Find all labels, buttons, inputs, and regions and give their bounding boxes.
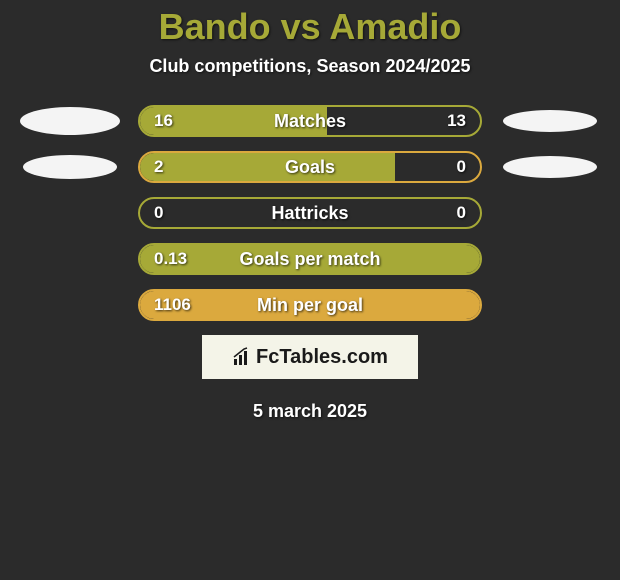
player-avatar-icon [503,110,597,132]
page-title: Bando vs Amadio [0,0,620,56]
left-avatar-slot [20,291,120,319]
left-avatar-slot [20,107,120,135]
stat-right-value: 0 [457,157,466,177]
comparison-bars-region: 16Matches132Goals00Hattricks00.13Goals p… [0,105,620,321]
player-avatar-icon [20,107,120,135]
comparison-row: 0Hattricks0 [0,197,620,229]
left-avatar-slot [20,245,120,273]
comparison-row: 16Matches13 [0,105,620,137]
right-avatar-slot [500,107,600,135]
bar-chart-icon [232,347,252,367]
logo: FcTables.com [232,346,388,369]
stat-bar: 0.13Goals per match [138,243,482,275]
stat-bar: 16Matches13 [138,105,482,137]
stat-label: Min per goal [140,295,480,316]
stat-right-value: 0 [457,203,466,223]
logo-text: FcTables.com [256,346,388,369]
left-avatar-slot [20,199,120,227]
stat-label: Goals per match [140,249,480,270]
right-avatar-slot [500,153,600,181]
stat-label: Matches [140,111,480,132]
comparison-row: 2Goals0 [0,151,620,183]
stat-bar: 2Goals0 [138,151,482,183]
stat-bar: 0Hattricks0 [138,197,482,229]
logo-box: FcTables.com [202,335,418,379]
page-subtitle: Club competitions, Season 2024/2025 [0,56,620,77]
stat-label: Hattricks [140,203,480,224]
right-avatar-slot [500,199,600,227]
stat-label: Goals [140,157,480,178]
player-avatar-icon [503,156,597,178]
right-avatar-slot [500,291,600,319]
stat-right-value: 13 [447,111,466,131]
right-avatar-slot [500,245,600,273]
player-avatar-icon [23,155,117,179]
comparison-row: 1106Min per goal [0,289,620,321]
comparison-row: 0.13Goals per match [0,243,620,275]
stat-bar: 1106Min per goal [138,289,482,321]
left-avatar-slot [20,153,120,181]
date-text: 5 march 2025 [0,401,620,422]
